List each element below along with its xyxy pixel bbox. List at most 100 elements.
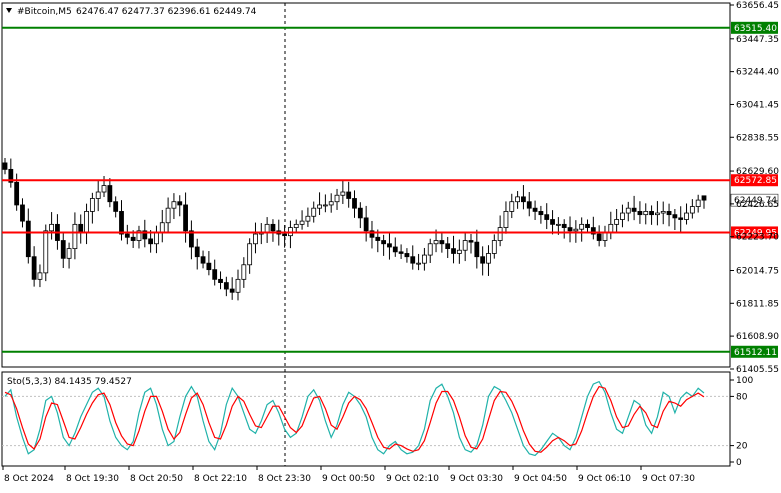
candle-body [113, 201, 119, 212]
price-tick-label: 61811.85 [736, 299, 779, 309]
candle-body [387, 243, 392, 248]
price-tick-label: 62629.60 [736, 167, 779, 177]
candle-body [124, 233, 130, 238]
main-chart-frame[interactable] [1, 2, 731, 368]
stochastic-panel-frame[interactable] [1, 371, 731, 467]
candle-body [253, 233, 258, 245]
candle-body [72, 223, 78, 250]
time-tick-label: 8 Oct 20:50 [130, 474, 183, 484]
candle-body [631, 207, 637, 212]
candle-body [334, 194, 340, 203]
price-tick-label: 62223.70 [736, 233, 779, 243]
candle-body [14, 181, 20, 206]
stochastic-tick-label: 20 [736, 442, 748, 452]
candle-body [223, 282, 229, 290]
time-axis: 8 Oct 2024 8 Oct 19:30 8 Oct 20:50 8 Oct 22… [2, 466, 695, 484]
current-price-label: 62449.74 [734, 196, 777, 206]
candle-body [352, 198, 357, 209]
candle-body [89, 198, 95, 212]
candle-body [183, 204, 188, 232]
support-price-label: 62249.95 [734, 228, 777, 238]
candle-body [177, 201, 183, 206]
candle-body [445, 243, 451, 250]
candle-body [649, 211, 654, 216]
time-tick-label: 8 Oct 19:30 [66, 474, 119, 484]
candle-body [544, 214, 550, 220]
stochastic-tick-label: 0 [736, 458, 742, 468]
candle-body [206, 262, 212, 271]
candle-body [142, 230, 148, 240]
candle-body [579, 223, 585, 230]
candle-body [689, 206, 695, 214]
candle-body [526, 201, 532, 209]
stochastic-tick-label: 80 [736, 392, 748, 402]
candle-body [421, 254, 427, 264]
candle-body [212, 269, 218, 280]
price-tick-label: 61405.55 [736, 365, 779, 375]
candle-body [392, 246, 398, 253]
price-tick-label: 63447.35 [736, 35, 779, 45]
candle-body [375, 236, 381, 241]
candle-body [660, 211, 666, 214]
candle-body [416, 262, 421, 265]
candle-body [247, 243, 253, 266]
candle-body [643, 211, 649, 216]
time-tick-label: 9 Oct 04:50 [514, 474, 567, 484]
candle-body [101, 185, 107, 193]
candle-body [328, 201, 334, 206]
candle-body [614, 219, 620, 225]
candle-body [148, 238, 154, 245]
candle-body [695, 199, 701, 207]
candle-body [78, 223, 84, 233]
resistance-price-label: 62572.85 [734, 176, 777, 186]
candle-body [60, 240, 66, 259]
candle-body [37, 272, 43, 280]
time-tick-label: 9 Oct 02:10 [386, 474, 439, 484]
time-tick-label: 9 Oct 07:30 [642, 474, 695, 484]
stochastic-signal-line [4, 385, 705, 453]
price-tick-label: 63244.40 [736, 68, 779, 78]
candle-body [229, 288, 235, 293]
triangle-down-icon[interactable] [6, 8, 12, 13]
candle-body [264, 223, 270, 233]
candle-body [608, 223, 614, 233]
candle-body [555, 223, 561, 226]
time-tick-label: 8 Oct 23:30 [258, 474, 311, 484]
candle-body [596, 233, 602, 241]
candle-body [31, 256, 37, 280]
candle-body [119, 211, 124, 235]
candle-body [462, 240, 468, 251]
candle-body [433, 240, 439, 245]
candle-body [200, 256, 206, 264]
support-price-tag [731, 226, 778, 239]
candle-body [637, 211, 643, 216]
support-lower-price-tag [731, 345, 778, 358]
candle-body [585, 223, 590, 228]
candle-body [532, 207, 538, 212]
candle-body [171, 201, 177, 209]
candle-body [282, 233, 288, 237]
candle-body [293, 223, 299, 228]
candle-body [573, 228, 579, 232]
candle-body [503, 211, 509, 228]
candle-body [620, 212, 625, 220]
time-tick-label: 9 Oct 06:10 [578, 474, 631, 484]
candle-body [497, 227, 503, 241]
time-tick-label: 8 Oct 22:10 [194, 474, 247, 484]
candle-body [299, 220, 305, 225]
candle-body [346, 191, 352, 199]
candle-body [451, 248, 456, 254]
candle-body [8, 168, 14, 183]
time-tick-label: 9 Oct 00:50 [322, 474, 375, 484]
price-axis: 63656.45 63447.35 63244.40 63041.45 62838.55… [730, 1, 779, 375]
candle-body [66, 248, 72, 259]
price-tick-label: 62426.65 [736, 200, 779, 210]
candle-body [235, 278, 241, 293]
candle-body [241, 264, 247, 280]
price-tick-label: 61608.90 [736, 332, 779, 342]
candle-body [509, 201, 515, 212]
candle-body [311, 207, 317, 217]
candle-body [357, 207, 363, 219]
candle-body [270, 223, 276, 232]
